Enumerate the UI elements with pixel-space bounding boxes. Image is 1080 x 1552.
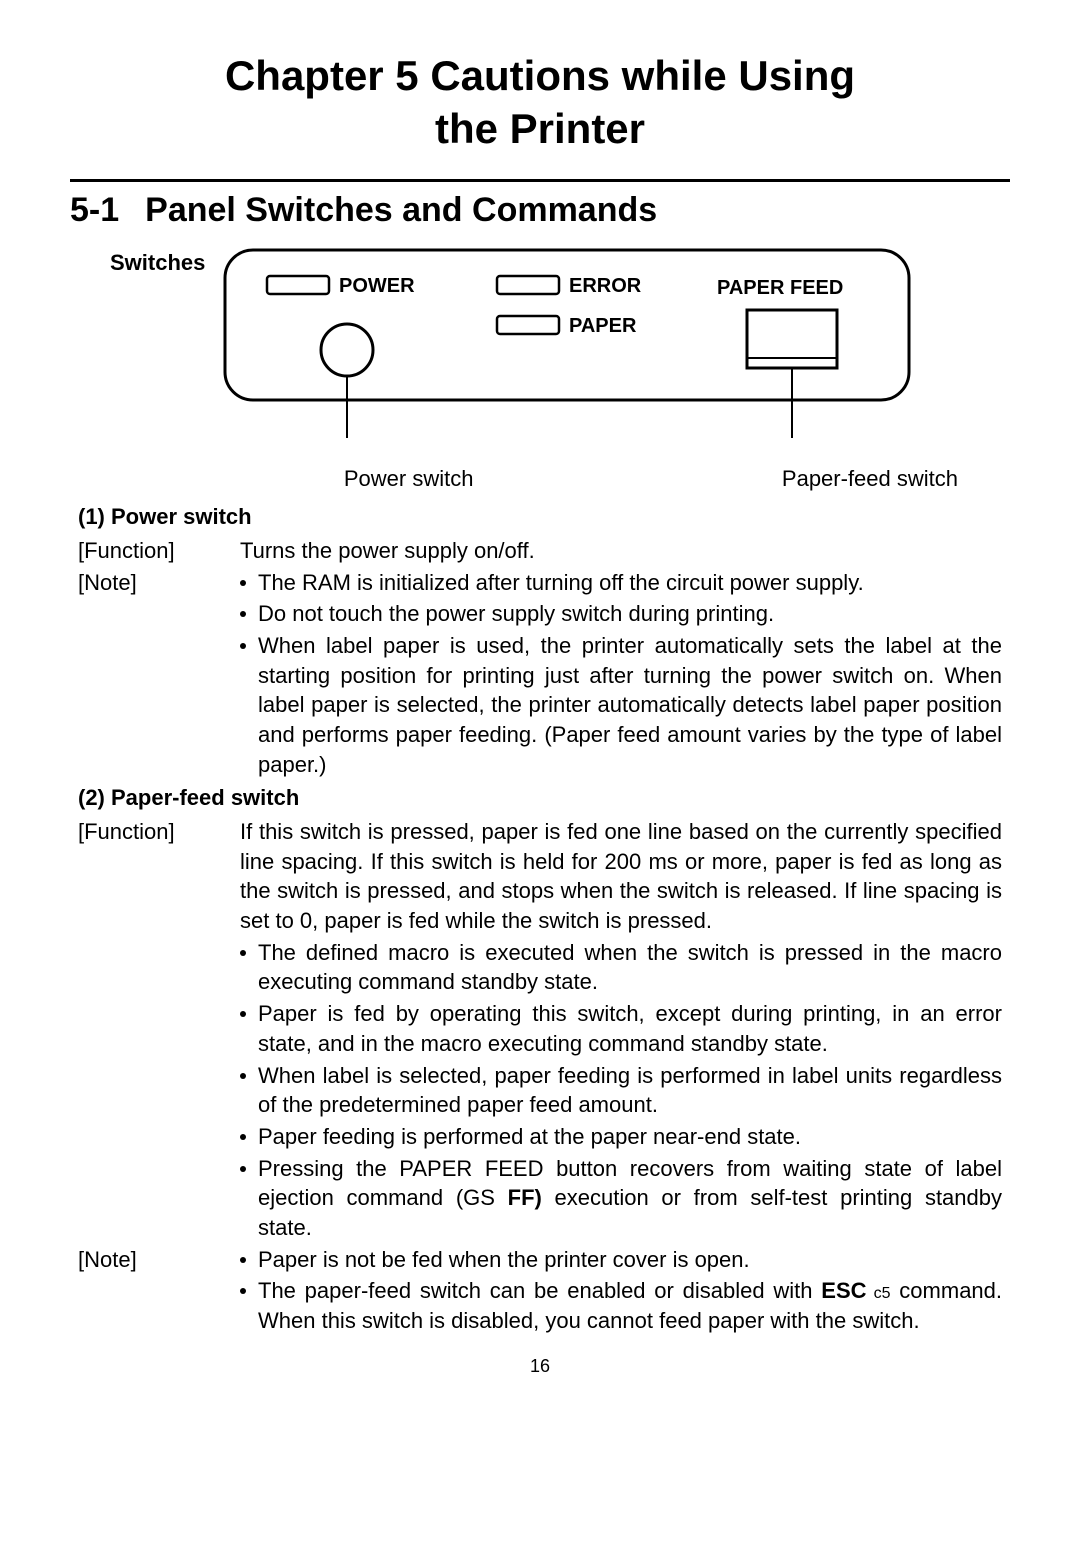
error-led-icon [497,276,559,294]
paperfeed-function-row: [Function] If this switch is pressed, pa… [70,817,1010,936]
section-number: 5-1 [70,188,119,234]
paper-led-label: PAPER [569,315,637,337]
list-item: When label is selected, paper feeding is… [240,1061,1002,1120]
paperfeed-note-list: Paper is not be fed when the printer cov… [240,1245,1010,1338]
bold-span: FF) [508,1185,542,1210]
paperfeed-note-label: [Note] [78,1245,240,1338]
paper-feed-heading: (2) Paper-feed switch [70,783,1010,813]
panel-captions: Power switch Paper-feed switch [217,464,1010,494]
switches-figure: Switches POWER ERROR PAPER PAPER FEED [70,242,1010,494]
list-item: The RAM is initialized after turning off… [240,568,1002,598]
switches-side-label: Switches [110,242,205,278]
paperfeed-function-text: If this switch is pressed, paper is fed … [240,817,1010,936]
bold-span: ESC [821,1278,866,1303]
power-switch-heading: (1) Power switch [70,502,1010,532]
chapter-title-line2: the Printer [435,105,645,152]
list-item: Do not touch the power supply switch dur… [240,599,1002,629]
power-function-row: [Function] Turns the power supply on/off… [70,536,1010,566]
power-switch-caption: Power switch [217,464,590,494]
chapter-title: Chapter 5 Cautions while Using the Print… [70,50,1010,155]
paperfeed-bullets: The defined macro is executed when the s… [240,938,1010,1243]
power-note-list: The RAM is initialized after turning off… [240,568,1010,782]
list-item: Paper feeding is performed at the paper … [240,1122,1002,1152]
list-item: The paper-feed switch can be enabled or … [240,1276,1002,1335]
text-span: The paper-feed switch can be enabled or … [258,1278,821,1303]
power-led-label: POWER [339,275,415,297]
paper-feed-switch-caption: Paper-feed switch [590,464,1010,494]
panel-diagram: POWER ERROR PAPER PAPER FEED Power switc… [217,242,1010,494]
paper-led-icon [497,316,559,334]
power-switch-icon [321,324,373,376]
list-item: Pressing the PAPER FEED button recovers … [240,1154,1002,1243]
list-item: Paper is not be fed when the printer cov… [240,1245,1002,1275]
section-heading: 5-1 Panel Switches and Commands [70,188,1010,234]
power-function-label: [Function] [78,536,240,566]
error-led-label: ERROR [569,275,642,297]
section-rule [70,179,1010,182]
paperfeed-note-block: [Note] Paper is not be fed when the prin… [70,1245,1010,1338]
list-item: When label paper is used, the printer au… [240,631,1002,779]
panel-outline [225,250,909,400]
chapter-title-line1: Chapter 5 Cautions while Using [225,52,855,99]
paper-feed-button-icon [747,310,837,368]
panel-svg: POWER ERROR PAPER PAPER FEED [217,242,917,462]
power-led-icon [267,276,329,294]
paperfeed-function-label: [Function] [78,817,240,936]
section-title: Panel Switches and Commands [145,188,657,234]
list-item: The defined macro is executed when the s… [240,938,1002,997]
power-note-block: [Note] The RAM is initialized after turn… [70,568,1010,782]
page-number: 16 [70,1354,1010,1378]
power-note-label: [Note] [78,568,240,782]
paper-feed-label: PAPER FEED [717,277,843,299]
list-item: Paper is fed by operating this switch, e… [240,999,1002,1058]
small-span: c5 [867,1285,891,1302]
power-function-text: Turns the power supply on/off. [240,536,1010,566]
